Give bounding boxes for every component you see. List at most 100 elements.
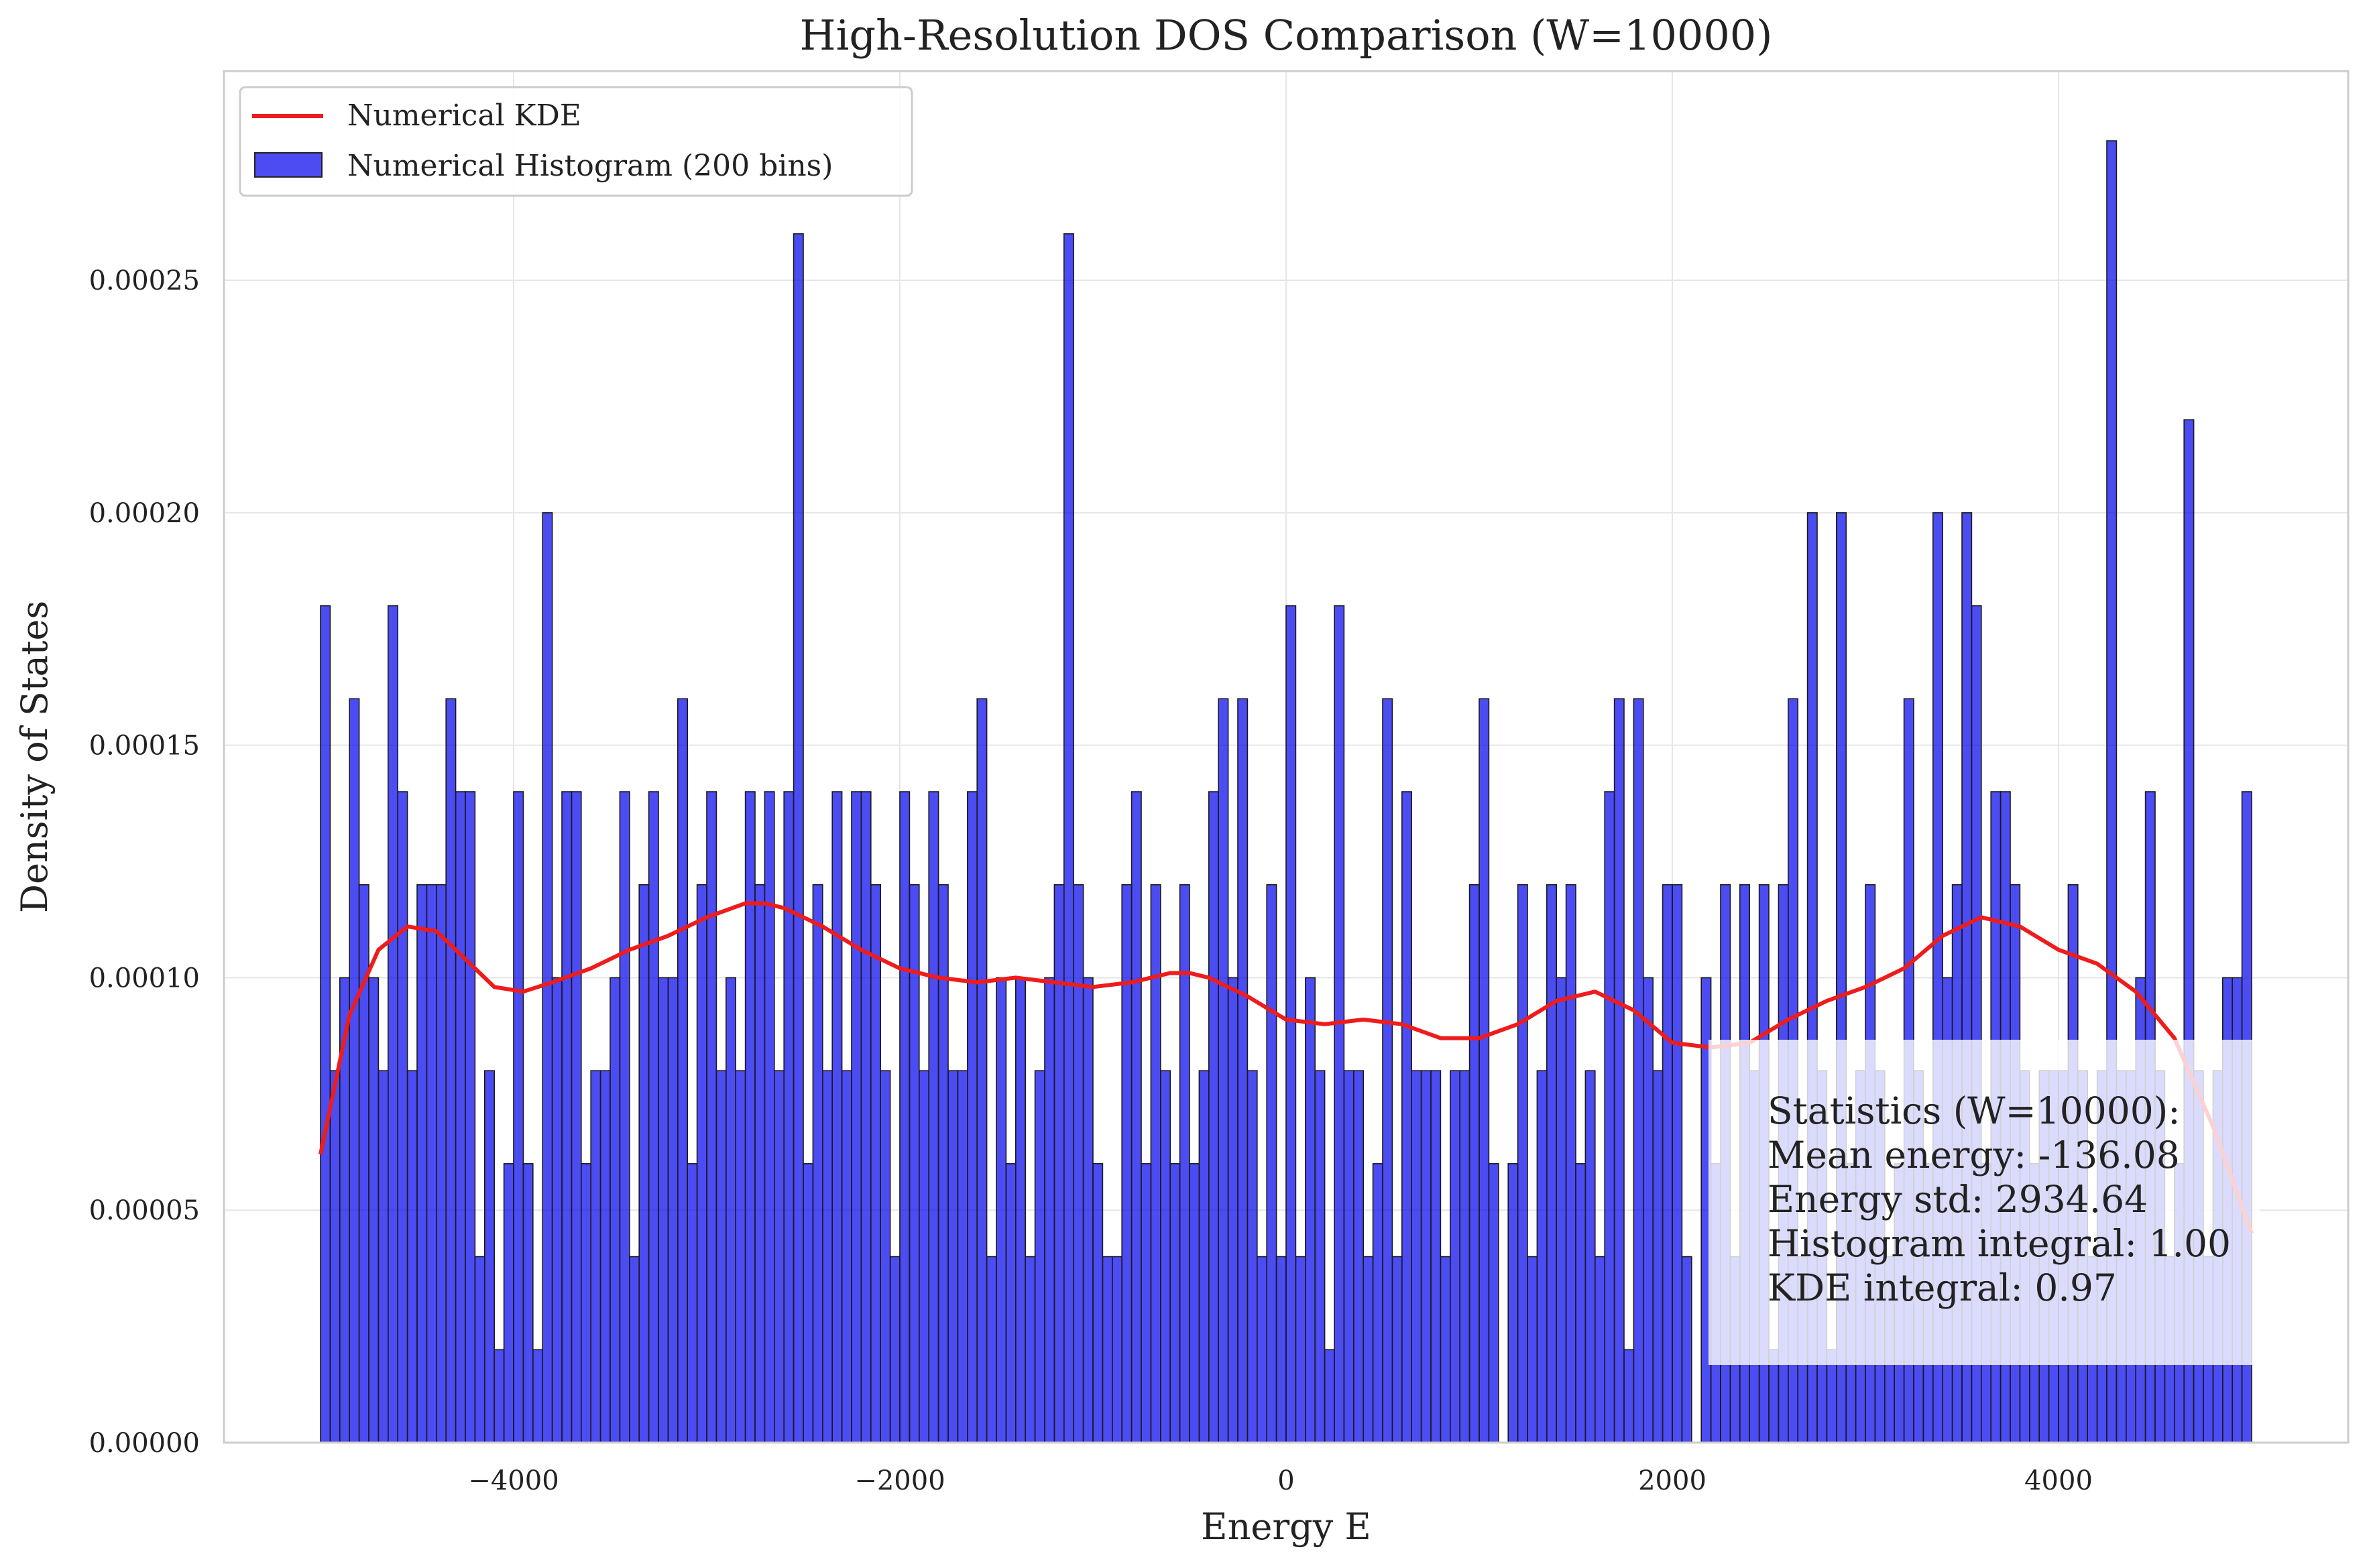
histogram-bar bbox=[1295, 1256, 1306, 1443]
histogram-bar bbox=[1189, 1163, 1200, 1443]
plot-frame bbox=[223, 70, 2350, 1444]
histogram-bar bbox=[1179, 884, 1190, 1443]
histogram-bar bbox=[1363, 1256, 1374, 1443]
histogram-bar bbox=[851, 791, 862, 1443]
histogram-bar bbox=[1468, 884, 1480, 1443]
histogram-bar bbox=[648, 791, 659, 1443]
histogram-bar bbox=[1353, 1070, 1365, 1443]
stats-line: Energy std: 2934.64 bbox=[1768, 1178, 2148, 1221]
histogram-bar bbox=[889, 1256, 901, 1443]
histogram-bar bbox=[1546, 884, 1558, 1443]
histogram-bar bbox=[426, 884, 437, 1443]
histogram-bar bbox=[774, 1070, 785, 1443]
histogram-bar bbox=[532, 1349, 543, 1443]
histogram-bar bbox=[937, 884, 949, 1443]
histogram-bar bbox=[1063, 233, 1075, 1443]
histogram-bar bbox=[619, 791, 630, 1443]
histogram-bar bbox=[1082, 977, 1094, 1443]
histogram-bar bbox=[1420, 1070, 1432, 1443]
histogram-bar bbox=[1643, 977, 1654, 1443]
histogram-bar bbox=[812, 884, 823, 1443]
histogram-bar bbox=[1623, 1349, 1635, 1443]
histogram-bar bbox=[561, 791, 573, 1443]
histogram-bar bbox=[1053, 884, 1065, 1443]
histogram-bar bbox=[996, 977, 1007, 1443]
histogram-bar bbox=[841, 1070, 852, 1443]
histogram-bar bbox=[986, 1256, 997, 1443]
histogram-bar bbox=[1257, 1256, 1268, 1443]
histogram-bar bbox=[658, 977, 669, 1443]
histogram-bar bbox=[503, 1163, 514, 1443]
histogram-bar bbox=[416, 884, 428, 1443]
histogram-bar bbox=[1401, 791, 1413, 1443]
histogram-bar bbox=[967, 791, 978, 1443]
histogram-bar bbox=[803, 1163, 814, 1443]
histogram-bar bbox=[1652, 1070, 1664, 1443]
histogram-bar bbox=[638, 884, 650, 1443]
y-tick-label: 0.00000 bbox=[89, 1428, 200, 1459]
histogram-bar bbox=[919, 1070, 930, 1443]
histogram-bar bbox=[435, 884, 447, 1443]
histogram-bar bbox=[715, 1070, 727, 1443]
histogram-bar bbox=[1092, 1163, 1104, 1443]
histogram-bar bbox=[445, 698, 457, 1443]
histogram-bar bbox=[783, 791, 795, 1443]
histogram-bar bbox=[590, 1070, 601, 1443]
histogram-bar bbox=[1575, 1163, 1586, 1443]
histogram-bar bbox=[1150, 884, 1161, 1443]
histogram-bar bbox=[1556, 977, 1567, 1443]
histogram-bar bbox=[667, 977, 679, 1443]
histogram-bar bbox=[522, 1163, 534, 1443]
histogram-bar bbox=[793, 233, 804, 1443]
stats-line: Histogram integral: 1.00 bbox=[1768, 1222, 2231, 1265]
histogram-bar bbox=[1565, 884, 1576, 1443]
histogram-bar bbox=[1218, 698, 1229, 1443]
stats-box: Statistics (W=10000): Mean energy: -136.… bbox=[1709, 1040, 2260, 1365]
histogram-bar bbox=[1517, 884, 1528, 1443]
histogram-bar bbox=[1169, 1163, 1181, 1443]
histogram-bar bbox=[1073, 884, 1084, 1443]
histogram-bar bbox=[397, 791, 408, 1443]
histogram-bar bbox=[764, 791, 775, 1443]
histogram-bar bbox=[1247, 1070, 1258, 1443]
histogram-bar bbox=[1633, 698, 1644, 1443]
x-axis-label: Energy E bbox=[1201, 1506, 1371, 1548]
chart-title: High-Resolution DOS Comparison (W=10000) bbox=[800, 11, 1773, 60]
histogram-bar bbox=[957, 1070, 968, 1443]
stats-line: KDE integral: 0.97 bbox=[1768, 1266, 2117, 1309]
histogram-bar bbox=[1507, 1163, 1519, 1443]
histogram-bar bbox=[735, 1070, 746, 1443]
stats-box-background bbox=[1709, 1040, 2260, 1365]
histogram-bar bbox=[1034, 1070, 1045, 1443]
histogram-bar bbox=[1160, 1070, 1171, 1443]
histogram-bar bbox=[455, 791, 466, 1443]
histogram-bar bbox=[1343, 1070, 1354, 1443]
histogram-bar bbox=[880, 1070, 891, 1443]
histogram-bar bbox=[976, 698, 988, 1443]
histogram-bar bbox=[726, 977, 737, 1443]
histogram-bar bbox=[754, 884, 766, 1443]
histogram-bar bbox=[909, 884, 920, 1443]
histogram-bar bbox=[1015, 977, 1027, 1443]
histogram-bar bbox=[677, 698, 688, 1443]
histogram-bar bbox=[1382, 698, 1393, 1443]
y-tick-label: 0.00010 bbox=[89, 963, 200, 993]
x-tick-label: 4000 bbox=[2024, 1465, 2093, 1496]
histogram-bar bbox=[1198, 1070, 1210, 1443]
histogram-bar bbox=[1440, 1256, 1451, 1443]
legend-frame bbox=[239, 86, 913, 197]
x-tick-label: 2000 bbox=[1638, 1465, 1707, 1496]
histogram-bar bbox=[1479, 698, 1490, 1443]
histogram-bar bbox=[610, 977, 621, 1443]
histogram-bar bbox=[358, 884, 369, 1443]
histogram-bar bbox=[1141, 1163, 1152, 1443]
histogram-bar bbox=[1112, 1256, 1123, 1443]
histogram-bar bbox=[831, 791, 843, 1443]
histogram-bar bbox=[687, 1163, 698, 1443]
histogram-bar bbox=[860, 791, 872, 1443]
histogram-bar bbox=[406, 1070, 418, 1443]
legend-kde-label: Numerical KDE bbox=[347, 99, 581, 133]
histogram-bar bbox=[947, 1070, 959, 1443]
kde-curve bbox=[319, 901, 2254, 1234]
histogram-bar bbox=[494, 1349, 505, 1443]
